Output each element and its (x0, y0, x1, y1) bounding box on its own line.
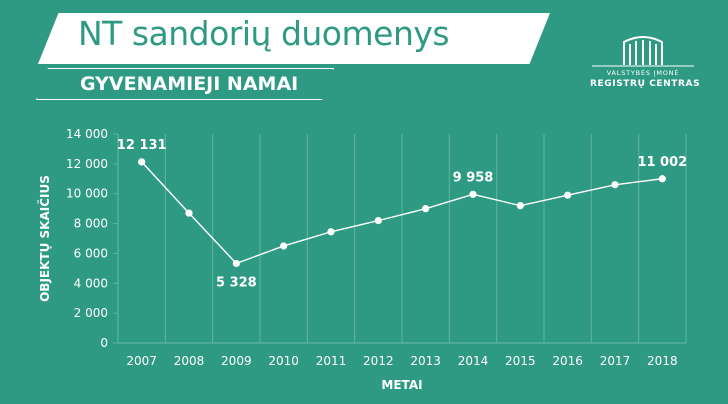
x-tick-label: 2014 (458, 354, 489, 368)
data-point (374, 216, 382, 225)
data-label: 9 958 (453, 170, 494, 185)
x-tick-label: 2015 (505, 354, 536, 368)
y-tick-label: 2 000 (74, 306, 108, 320)
series-line (141, 161, 663, 265)
data-point (327, 228, 335, 236)
registru-centras-logo (592, 36, 694, 67)
x-axis-title: METAI (381, 378, 422, 392)
x-tick-label: 2008 (174, 354, 205, 368)
x-tick-label: 2009 (221, 354, 252, 368)
x-tick-label: 2011 (316, 354, 347, 368)
title-banner (38, 13, 550, 64)
data-label: 12 131 (117, 138, 167, 153)
data-label: 5 328 (216, 275, 257, 290)
page-subtitle: GYVENAMIEJI NAMAI (80, 73, 299, 95)
logo-line-2: REGISTRŲ CENTRAS (590, 79, 701, 89)
x-tick-label: 2016 (552, 354, 583, 368)
y-tick-label: 4 000 (74, 276, 108, 290)
data-point (138, 158, 146, 166)
y-tick-label: 8 000 (74, 217, 108, 231)
page-title: NT sandorių duomenys (78, 14, 450, 53)
data-point (469, 190, 477, 198)
data-point (564, 191, 572, 199)
y-tick-label: 12 000 (66, 157, 108, 171)
data-point (658, 175, 666, 183)
y-tick-label: 6 000 (74, 246, 108, 260)
data-point (185, 209, 193, 217)
y-tick-label: 14 000 (66, 127, 108, 141)
x-tick-label: 2013 (410, 354, 441, 368)
logo-line-1: VALSTYBĖS ĮMONĖ (606, 69, 680, 77)
y-tick-label: 0 (100, 336, 108, 350)
data-point (516, 202, 524, 210)
data-label: 11 002 (637, 155, 687, 170)
x-tick-label: 2010 (268, 354, 299, 368)
y-tick-label: 10 000 (66, 187, 108, 201)
data-point (232, 259, 240, 268)
x-tick-label: 2017 (600, 354, 631, 368)
y-axis-title: OBJEKTŲ SKAIČIUS (37, 175, 52, 302)
x-tick-label: 2018 (647, 354, 678, 368)
x-tick-label: 2012 (363, 354, 394, 368)
data-point (611, 181, 619, 189)
data-point (280, 242, 288, 250)
x-tick-label: 2007 (126, 354, 157, 368)
data-point (422, 205, 430, 213)
